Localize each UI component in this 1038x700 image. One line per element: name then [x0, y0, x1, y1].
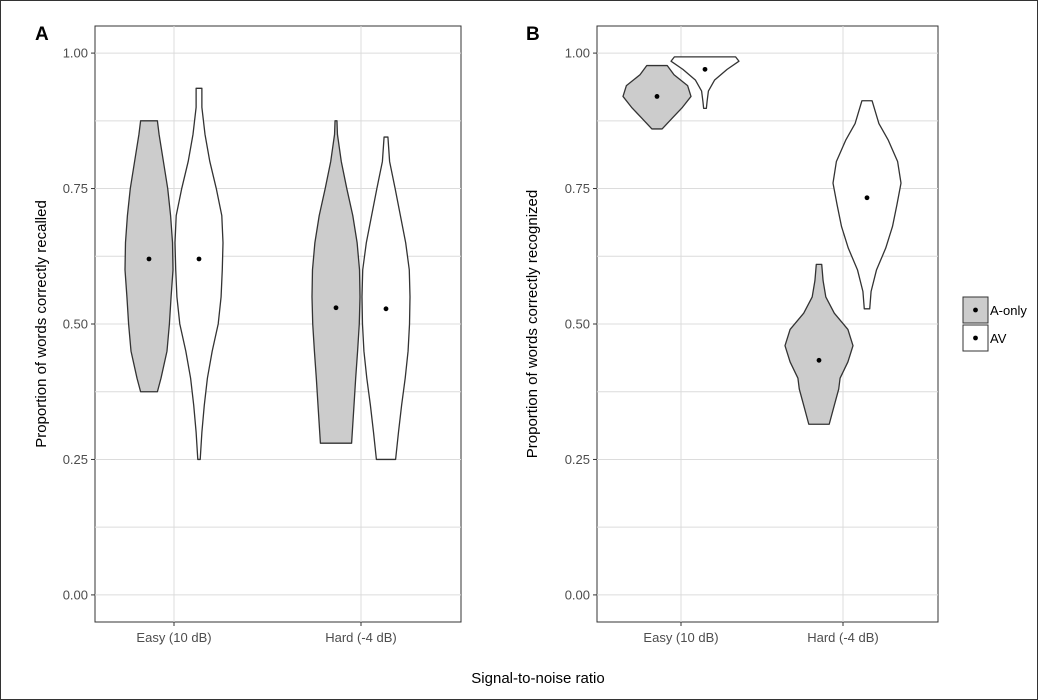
panel-b-y-tick-label: 0.25 — [565, 452, 590, 467]
panel-b-means — [654, 66, 870, 363]
panel-b-label: B — [526, 24, 540, 45]
panel-b-violin-av-easy-10-db — [670, 56, 740, 110]
panel-b-violin-av-hard-4-db — [832, 100, 902, 310]
panel-b-x-tick-label: Hard (-4 dB) — [807, 630, 879, 645]
panel-b-y-tick-label: 0.75 — [565, 181, 590, 196]
panel-b-violins — [622, 56, 902, 425]
panel-a-label: A — [35, 24, 49, 45]
panel-a-violins — [124, 87, 411, 461]
panel-b-mean-point-a-only-easy-10-db — [654, 94, 660, 99]
panel-a-violin-av-easy-10-db — [174, 87, 224, 461]
panel-a-mean-point-a-only-hard-4-db — [333, 305, 339, 311]
panel-b-mean-point-av-easy-10-db — [702, 66, 708, 72]
panel-a-y-tick-label: 0.25 — [63, 452, 88, 467]
panel-a-y-tick-label: 0.50 — [63, 317, 88, 332]
panel-a-means — [146, 256, 389, 312]
panel-b-x-tick-label: Easy (10 dB) — [643, 630, 718, 645]
panel-a: 0.00 0.25 0.50 0.75 1.00 Easy (10 dB) Hard (-… — [33, 24, 462, 645]
x-axis-title: Signal-to-noise ratio — [471, 670, 604, 687]
panel-a-x-tick-label: Hard (-4 dB) — [325, 630, 397, 645]
panel-b-y-tick-label: 0.00 — [565, 587, 590, 602]
panel-a-violin-a-only-easy-10-db — [124, 120, 174, 393]
panel-a-mean-point-av-hard-4-db — [383, 306, 389, 312]
panel-b-y-tick-label: 1.00 — [565, 46, 590, 61]
panel-a-y-tick-label: 0.75 — [63, 181, 88, 196]
panel-a-x-tick-label: Easy (10 dB) — [136, 630, 211, 645]
panel-b-y-axis-title: Proportion of words correctly recognized — [524, 190, 541, 458]
panel-a-violin-a-only-hard-4-db — [311, 120, 361, 444]
legend: A-only AV — [962, 296, 1027, 352]
panel-a-x-ticks: Easy (10 dB) Hard (-4 dB) — [136, 622, 397, 645]
panel-a-violin-av-hard-4-db — [361, 136, 411, 461]
panel-b-mean-point-a-only-hard-4-db — [816, 357, 822, 363]
panel-b-violin-a-only-hard-4-db — [784, 263, 854, 425]
panel-b-y-ticks: 0.00 0.25 0.50 0.75 1.00 — [565, 46, 597, 602]
panel-a-y-tick-label: 0.00 — [63, 587, 88, 602]
panel-a-y-tick-label: 1.00 — [63, 46, 88, 61]
panel-b-x-ticks: Easy (10 dB) Hard (-4 dB) — [643, 622, 879, 645]
panel-a-y-ticks: 0.00 0.25 0.50 0.75 1.00 — [63, 46, 95, 602]
legend-dot-av — [973, 335, 978, 341]
panel-a-mean-point-av-easy-10-db — [196, 256, 202, 262]
legend-dot-a-only — [973, 307, 978, 313]
panel-b-mean-point-av-hard-4-db — [864, 195, 870, 201]
panel-b: 0.00 0.25 0.50 0.75 1.00 Easy (10 dB) Hard (-… — [524, 24, 939, 645]
legend-label-a-only: A-only — [990, 303, 1027, 318]
legend-label-av: AV — [990, 331, 1007, 346]
panel-a-mean-point-a-only-easy-10-db — [146, 256, 152, 262]
panel-b-y-tick-label: 0.50 — [565, 317, 590, 332]
panel-a-y-axis-title: Proportion of words correctly recalled — [33, 200, 50, 448]
